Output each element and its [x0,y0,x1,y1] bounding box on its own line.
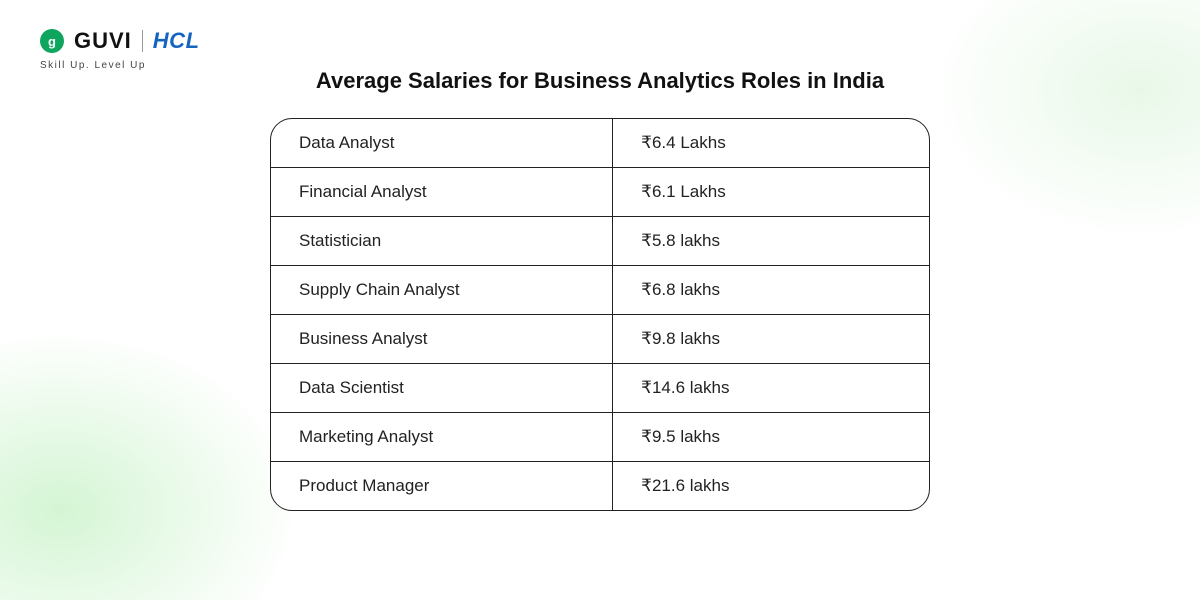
salary-cell: ₹9.5 lakhs [613,413,929,461]
table-row: Data Analyst ₹6.4 Lakhs [271,119,929,167]
logo-divider [142,30,143,52]
brand-tagline: Skill Up. Level Up [40,60,200,71]
table-row: Data Scientist ₹14.6 lakhs [271,363,929,412]
brand-logo-block: g GUVI HCL Skill Up. Level Up [40,28,200,71]
role-cell: Data Scientist [271,364,613,412]
salary-cell: ₹9.8 lakhs [613,315,929,363]
brand-logo-row: g GUVI HCL [40,28,200,54]
guvi-wordmark: GUVI [74,28,132,54]
role-cell: Supply Chain Analyst [271,266,613,314]
guvi-logo-icon: g [40,29,64,53]
table-row: Supply Chain Analyst ₹6.8 lakhs [271,265,929,314]
table-row: Product Manager ₹21.6 lakhs [271,461,929,510]
table-row: Marketing Analyst ₹9.5 lakhs [271,412,929,461]
table-row: Statistician ₹5.8 lakhs [271,216,929,265]
role-cell: Financial Analyst [271,168,613,216]
salary-cell: ₹14.6 lakhs [613,364,929,412]
salary-cell: ₹6.4 Lakhs [613,119,929,167]
role-cell: Marketing Analyst [271,413,613,461]
salary-cell: ₹5.8 lakhs [613,217,929,265]
page-title: Average Salaries for Business Analytics … [270,68,930,94]
table-row: Business Analyst ₹9.8 lakhs [271,314,929,363]
role-cell: Statistician [271,217,613,265]
role-cell: Data Analyst [271,119,613,167]
guvi-logo-glyph: g [48,34,56,49]
salary-table: Data Analyst ₹6.4 Lakhs Financial Analys… [270,118,930,511]
role-cell: Product Manager [271,462,613,510]
salary-cell: ₹21.6 lakhs [613,462,929,510]
salary-cell: ₹6.1 Lakhs [613,168,929,216]
salary-cell: ₹6.8 lakhs [613,266,929,314]
hcl-wordmark: HCL [153,28,200,54]
main-content: Average Salaries for Business Analytics … [270,68,930,511]
table-row: Financial Analyst ₹6.1 Lakhs [271,167,929,216]
role-cell: Business Analyst [271,315,613,363]
